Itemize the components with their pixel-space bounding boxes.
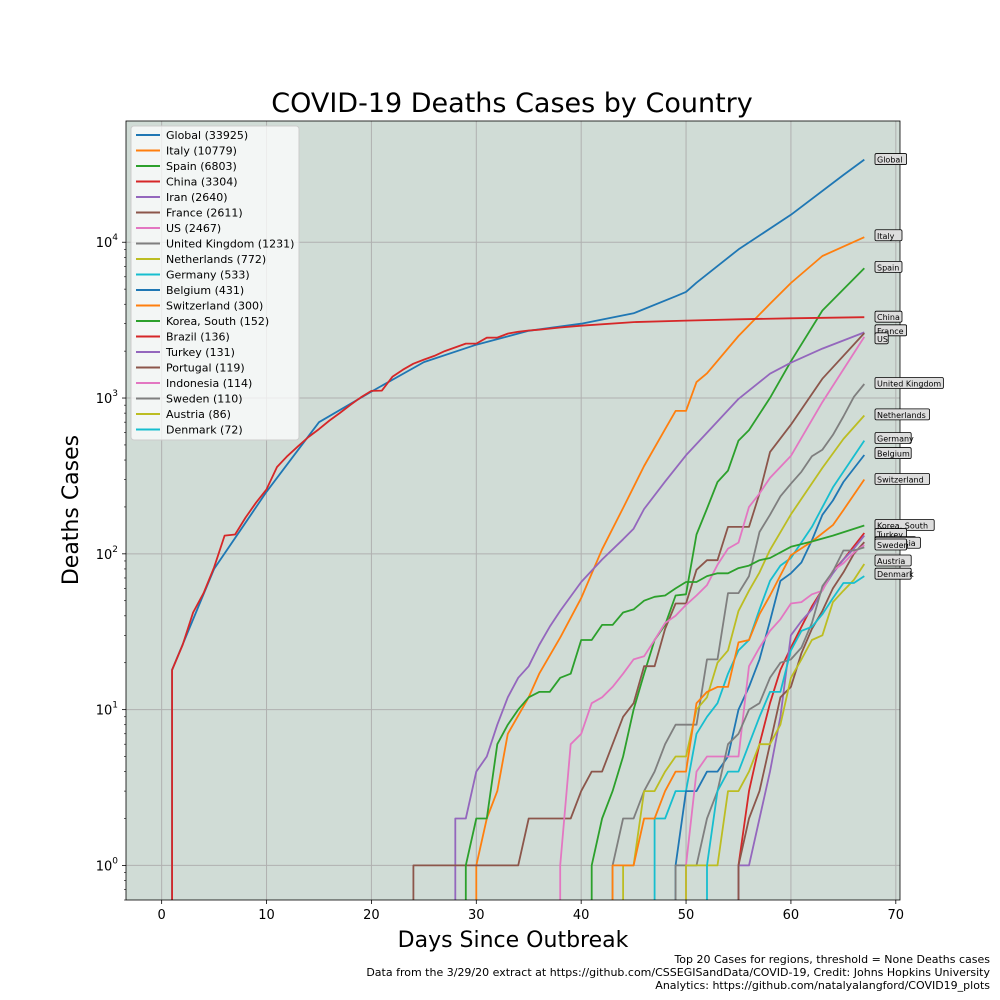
end-label: Austria <box>877 557 905 566</box>
series-line-denmark <box>706 575 865 900</box>
end-label: Korea, South <box>877 522 928 531</box>
y-tick-label: 103 <box>96 389 118 407</box>
series-line-spain <box>590 267 865 900</box>
end-label: US <box>877 335 888 344</box>
series-line-belgium <box>674 454 866 900</box>
legend-entry: Italy (10779) <box>166 145 237 158</box>
legend-entry: Turkey (131) <box>165 346 235 359</box>
legend-entry: Germany (533) <box>166 269 250 282</box>
series-lines <box>171 158 866 900</box>
series-line-france <box>412 332 865 900</box>
y-tick-label: 102 <box>96 545 118 563</box>
end-label-box <box>874 432 912 444</box>
end-label: Germany <box>877 434 914 443</box>
legend-entry: Belgium (431) <box>166 284 244 297</box>
plot-frame <box>125 120 901 901</box>
footer-line-3: Analytics: https://github.com/natalyalan… <box>655 979 990 992</box>
end-label-box <box>874 153 908 165</box>
legend-entry: Global (33925) <box>166 129 248 142</box>
x-tick-label: 20 <box>363 908 380 923</box>
end-label: France <box>877 327 904 336</box>
series-line-korea-south <box>464 524 865 900</box>
chart-title: COVID-19 Deaths Cases by Country <box>271 88 753 119</box>
end-label: Turkey <box>876 531 903 540</box>
end-label-box <box>874 447 912 459</box>
grid <box>126 121 900 900</box>
legend-box <box>130 125 300 441</box>
series-line-sweden <box>674 546 865 900</box>
y-tick-label: 100 <box>96 856 119 874</box>
end-label: Global <box>877 156 903 165</box>
x-tick-label: 60 <box>783 908 800 923</box>
series-line-united-kingdom <box>611 383 865 900</box>
legend-entry: Portugal (119) <box>166 362 245 375</box>
end-label: Spain <box>877 263 899 272</box>
x-tick-label: 30 <box>468 908 485 923</box>
y-axis: 100 101 102 103 104 <box>96 233 126 901</box>
legend-entry: Korea, South (152) <box>166 315 269 328</box>
legend-entry: US (2467) <box>166 222 221 235</box>
series-line-netherlands <box>622 414 865 900</box>
series-line-turkey <box>737 535 866 900</box>
x-tick-label: 0 <box>158 908 166 923</box>
x-tick-label: 10 <box>258 908 275 923</box>
legend-entry: Sweden (110) <box>166 393 243 406</box>
series-line-china <box>171 316 865 900</box>
x-tick-label: 40 <box>573 908 590 923</box>
end-label-box <box>874 377 944 389</box>
x-axis: 0 10 20 30 40 50 60 70 <box>158 900 905 923</box>
footer-line-1: Top 20 Cases for regions, threshold = No… <box>674 953 990 966</box>
legend: Global (33925) Italy (10779) Spain (6803) C… <box>130 125 300 441</box>
x-axis-label: Days Since Outbreak <box>398 928 629 953</box>
end-label: Sweden <box>877 541 909 550</box>
y-tick-label: 101 <box>96 701 118 719</box>
legend-entry: France (2611) <box>166 207 243 220</box>
series-line-switzerland <box>611 478 866 900</box>
legend-entry: China (3304) <box>166 176 238 189</box>
legend-entry: United Kingdom (1231) <box>166 238 294 251</box>
legend-entry: Indonesia (114) <box>166 377 252 390</box>
end-label: Netherlands <box>877 411 926 420</box>
legend-entry: Brazil (136) <box>166 331 230 344</box>
y-axis-label: Deaths Cases <box>59 435 84 585</box>
end-label-box <box>874 538 908 551</box>
legend-entry: Switzerland (300) <box>166 300 263 313</box>
end-label-box <box>874 473 930 485</box>
end-label: Denmark <box>877 570 914 579</box>
end-label-box <box>874 229 903 242</box>
series-line-us <box>559 336 866 900</box>
end-label-box <box>874 332 889 345</box>
end-label-box <box>874 567 912 580</box>
footer-notes: Top 20 Cases for regions, threshold = No… <box>366 953 990 992</box>
end-label: China <box>877 313 900 322</box>
end-label: Belgium <box>877 450 910 459</box>
series-line-iran <box>454 331 865 900</box>
end-label-box <box>874 260 903 273</box>
legend-entry: Spain (6803) <box>166 160 237 173</box>
footer-line-2: Data from the 3/29/20 extract at https:/… <box>366 966 990 979</box>
end-label-box <box>874 310 903 323</box>
end-label: Switzerland <box>877 476 924 485</box>
legend-entry: Austria (86) <box>166 408 231 421</box>
legend-entry: Netherlands (772) <box>166 253 266 266</box>
x-tick-label: 50 <box>678 908 695 923</box>
end-label: Italy <box>877 232 895 241</box>
end-label-box <box>874 408 930 421</box>
end-label-box <box>874 554 912 567</box>
end-label: United Kingdom <box>877 379 941 388</box>
legend-entry: Denmark (72) <box>166 424 243 437</box>
y-tick-label: 104 <box>96 233 119 251</box>
x-tick-label: 70 <box>888 908 905 923</box>
legend-entry: Iran (2640) <box>166 191 228 204</box>
